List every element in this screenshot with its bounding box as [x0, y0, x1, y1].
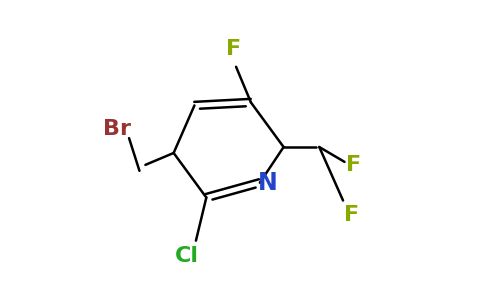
Text: Br: Br	[103, 119, 131, 139]
Text: F: F	[345, 206, 360, 225]
Text: Cl: Cl	[175, 245, 199, 266]
Text: F: F	[226, 39, 241, 59]
Text: N: N	[258, 171, 278, 195]
Text: F: F	[346, 155, 361, 175]
